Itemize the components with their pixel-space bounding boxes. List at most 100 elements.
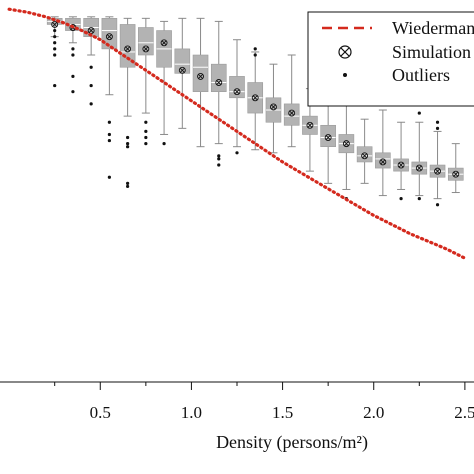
simulation-mean-marker xyxy=(215,79,223,86)
simulation-mean-cross-b xyxy=(52,22,58,27)
box-22 xyxy=(429,120,446,207)
x-tick-label: 2.0 xyxy=(363,403,384,422)
simulation-mean-cross-b xyxy=(88,28,94,33)
outlier-point xyxy=(126,142,130,146)
x-tick-label: 1.0 xyxy=(181,403,202,422)
outlier-point xyxy=(126,184,130,189)
simulation-mean-marker xyxy=(342,140,350,148)
wiedemann-curve xyxy=(7,7,467,260)
simulation-mean-marker xyxy=(51,20,59,28)
box-9 xyxy=(192,17,209,148)
outlier-point xyxy=(107,132,111,137)
simulation-mean-cross-b xyxy=(216,80,222,85)
outlier-point xyxy=(89,102,93,106)
simulation-mean-cross-b xyxy=(289,110,295,116)
simulation-mean-cross-b xyxy=(416,165,422,171)
outlier-point xyxy=(126,145,130,149)
box-10 xyxy=(210,20,227,167)
legend-outliers-marker xyxy=(343,73,347,77)
simulation-mean-cross-b xyxy=(161,40,167,46)
outlier-point xyxy=(53,53,57,57)
simulation-mean-cross-b xyxy=(198,74,203,79)
legend: Wiedermann Simulation Outliers xyxy=(307,11,474,107)
outlier-point xyxy=(253,53,257,57)
simulation-mean-marker xyxy=(142,45,150,53)
box-20 xyxy=(393,121,409,201)
simulation-mean-cross-b xyxy=(234,89,240,94)
box-12 xyxy=(247,47,264,151)
outlier-point xyxy=(435,203,440,207)
x-axis-label: Density (persons/m²) xyxy=(216,432,368,453)
outlier-point xyxy=(417,197,421,201)
outlier-point xyxy=(126,181,130,185)
simulation-mean-cross-b xyxy=(380,159,386,165)
outlier-point xyxy=(144,142,148,146)
box-1 xyxy=(46,16,63,88)
x-axis-ticks: 0.5 1.0 1.5 2.0 2.5 xyxy=(54,382,474,422)
outlier-point xyxy=(399,197,403,201)
simulation-mean-cross-b xyxy=(362,153,367,159)
simulation-mean-marker xyxy=(434,167,441,175)
box-2 xyxy=(65,16,81,94)
outlier-point xyxy=(417,111,421,115)
x-tick-label: 1.5 xyxy=(272,403,293,422)
simulation-mean-marker xyxy=(324,134,332,141)
simulation-mean-cross-b xyxy=(307,122,313,128)
outlier-point xyxy=(144,129,148,134)
outlier-point xyxy=(53,47,57,51)
outlier-point xyxy=(144,120,148,124)
box-body xyxy=(320,124,336,147)
box-6 xyxy=(138,17,154,146)
simulation-mean-marker xyxy=(452,170,460,178)
box-11 xyxy=(229,39,245,155)
outlier-point xyxy=(107,175,111,179)
legend-wiedemann-label: Wiedermann xyxy=(392,18,474,38)
simulation-mean-cross-b xyxy=(107,34,112,39)
outlier-point xyxy=(162,142,166,146)
simulation-mean-cross-b xyxy=(453,171,459,177)
curve-layer xyxy=(7,7,467,260)
outlier-point xyxy=(89,65,93,69)
outlier-point xyxy=(71,90,75,94)
outlier-point xyxy=(71,53,75,57)
simulation-mean-cross-b xyxy=(125,46,130,52)
simulation-mean-marker xyxy=(178,66,186,74)
box-body xyxy=(283,103,300,126)
outlier-point xyxy=(217,154,221,158)
box-body xyxy=(138,27,154,56)
simulation-mean-marker xyxy=(379,158,387,166)
box-body xyxy=(375,152,391,169)
outlier-point xyxy=(53,83,57,88)
simulation-mean-cross-b xyxy=(325,135,331,140)
simulation-mean-marker xyxy=(361,152,369,160)
box-14 xyxy=(283,54,300,148)
simulation-mean-cross-b xyxy=(344,141,349,146)
simulation-mean-marker xyxy=(306,121,314,129)
legend-box xyxy=(307,11,474,107)
simulation-mean-marker xyxy=(105,33,113,41)
outlier-point xyxy=(107,138,111,143)
outlier-point xyxy=(253,47,257,51)
simulation-mean-marker xyxy=(397,161,405,169)
x-tick-label: 2.5 xyxy=(454,403,474,422)
outlier-point xyxy=(235,151,239,155)
simulation-mean-cross-b xyxy=(252,95,258,101)
box-21 xyxy=(411,111,428,201)
box-19 xyxy=(375,102,391,197)
box-body xyxy=(356,146,373,163)
outlier-point xyxy=(53,41,57,45)
legend-outliers-label: Outliers xyxy=(392,65,450,85)
outlier-point xyxy=(435,126,440,130)
simulation-mean-marker xyxy=(251,94,259,102)
simulation-mean-marker xyxy=(415,164,423,172)
box-5 xyxy=(119,17,136,189)
simulation-mean-marker xyxy=(233,88,241,96)
simulation-mean-cross-b xyxy=(435,168,440,174)
simulation-mean-cross-b xyxy=(398,162,404,168)
outlier-point xyxy=(89,83,93,88)
outlier-point xyxy=(435,120,440,124)
simulation-mean-marker xyxy=(270,103,277,111)
outlier-point xyxy=(126,135,130,140)
x-tick-label: 0.5 xyxy=(90,403,111,422)
